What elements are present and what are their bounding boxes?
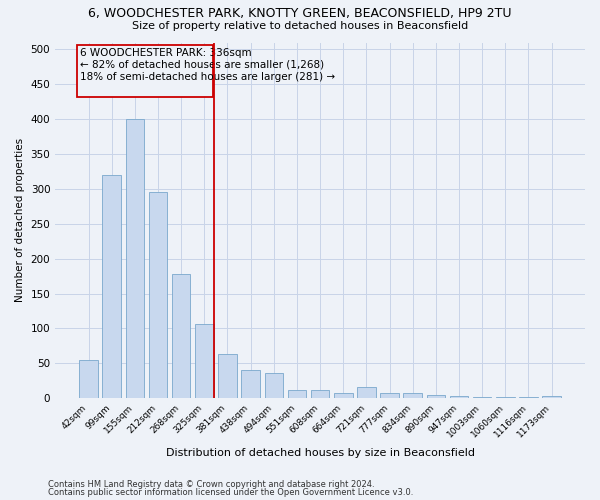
Bar bbox=[241, 370, 260, 398]
Bar bbox=[450, 396, 468, 398]
Bar bbox=[403, 394, 422, 398]
Bar bbox=[172, 274, 190, 398]
Bar bbox=[427, 396, 445, 398]
Text: 6, WOODCHESTER PARK, KNOTTY GREEN, BEACONSFIELD, HP9 2TU: 6, WOODCHESTER PARK, KNOTTY GREEN, BEACO… bbox=[88, 8, 512, 20]
Bar bbox=[79, 360, 98, 398]
Text: Size of property relative to detached houses in Beaconsfield: Size of property relative to detached ho… bbox=[132, 21, 468, 31]
Bar bbox=[103, 175, 121, 398]
Bar bbox=[473, 397, 491, 398]
Bar bbox=[334, 392, 353, 398]
Bar bbox=[218, 354, 237, 398]
Bar bbox=[311, 390, 329, 398]
FancyBboxPatch shape bbox=[77, 44, 213, 97]
Bar bbox=[542, 396, 561, 398]
Bar bbox=[287, 390, 306, 398]
Bar bbox=[265, 373, 283, 398]
Bar bbox=[125, 119, 144, 398]
Bar bbox=[357, 387, 376, 398]
X-axis label: Distribution of detached houses by size in Beaconsfield: Distribution of detached houses by size … bbox=[166, 448, 475, 458]
Y-axis label: Number of detached properties: Number of detached properties bbox=[15, 138, 25, 302]
Text: 6 WOODCHESTER PARK: 336sqm: 6 WOODCHESTER PARK: 336sqm bbox=[80, 48, 251, 58]
Bar bbox=[380, 394, 399, 398]
Text: Contains HM Land Registry data © Crown copyright and database right 2024.: Contains HM Land Registry data © Crown c… bbox=[48, 480, 374, 489]
Text: ← 82% of detached houses are smaller (1,268): ← 82% of detached houses are smaller (1,… bbox=[80, 60, 324, 70]
Text: Contains public sector information licensed under the Open Government Licence v3: Contains public sector information licen… bbox=[48, 488, 413, 497]
Text: 18% of semi-detached houses are larger (281) →: 18% of semi-detached houses are larger (… bbox=[80, 72, 335, 82]
Bar bbox=[149, 192, 167, 398]
Bar bbox=[195, 324, 214, 398]
